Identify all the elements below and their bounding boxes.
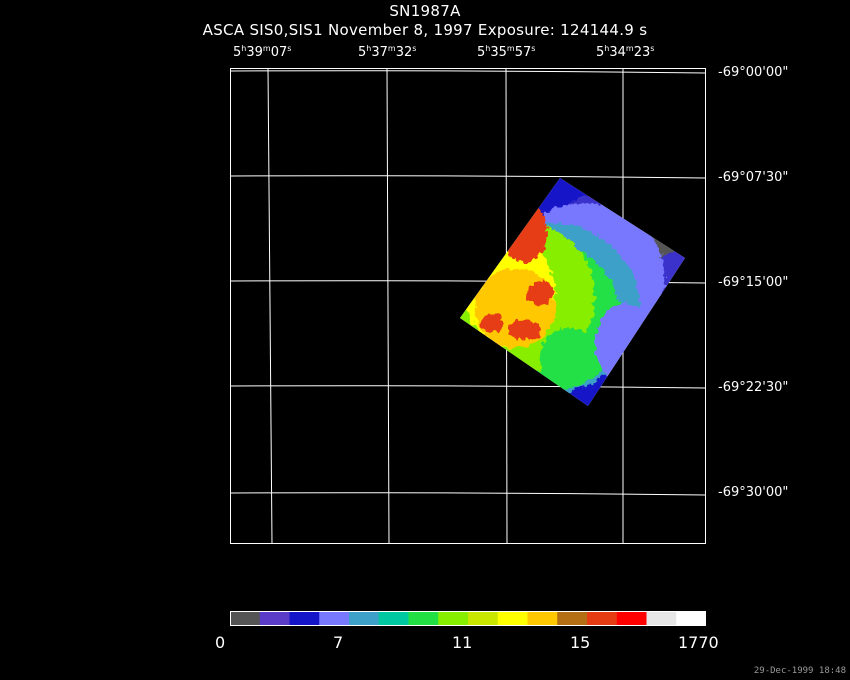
colorbar <box>230 611 706 626</box>
colorbar-cell <box>646 611 677 626</box>
dec-label-2: -69°07'30" <box>718 170 789 185</box>
colorbar-cell <box>527 611 558 626</box>
ra-grid-line-1 <box>267 68 273 544</box>
colorbar-tick-label-2: 7 <box>333 633 344 652</box>
colorbar-tick-label-5: 1770 <box>678 633 719 652</box>
colorbar-cell <box>676 611 706 626</box>
colorbar-cell <box>259 611 290 626</box>
colorbar-cell <box>438 611 469 626</box>
colorbar-border <box>230 611 706 626</box>
ra-label-3: 5h35m57s <box>477 44 536 60</box>
dec-grid-line-2 <box>230 175 706 179</box>
colorbar-cell <box>349 611 380 626</box>
colorbar-cell <box>497 611 528 626</box>
timestamp-footer: 29-Dec-1999 18:48 <box>753 666 846 676</box>
dec-grid-line-5 <box>230 492 706 496</box>
colorbar-cell <box>378 611 409 626</box>
ra-label-4: 5h34m23s <box>596 44 655 60</box>
image-title: SN1987A <box>389 2 461 20</box>
colorbar-cell <box>587 611 618 626</box>
ra-label-1: 5h39m07s <box>233 44 292 60</box>
dec-label-5: -69°30'00" <box>718 485 789 500</box>
colorbar-cell <box>319 611 350 626</box>
dec-label-1: -69°00'00" <box>718 65 789 80</box>
colorbar-cell <box>408 611 439 626</box>
dec-label-4: -69°22'30" <box>718 380 789 395</box>
colorbar-cell <box>289 611 320 626</box>
colorbar-cell <box>230 611 261 626</box>
colorbar-tick-label-3: 11 <box>452 633 473 652</box>
colorbar-cell <box>616 611 647 626</box>
colorbar-tick-label-4: 15 <box>570 633 591 652</box>
ra-label-2: 5h37m32s <box>358 44 417 60</box>
colorbar-tick-label-1: 0 <box>215 633 226 652</box>
dec-label-3: -69°15'00" <box>718 275 789 290</box>
colorbar-cell <box>468 611 499 626</box>
image-subtitle: ASCA SIS0,SIS1 November 8, 1997 Exposure… <box>202 21 648 39</box>
dec-grid-line-1 <box>230 70 706 74</box>
colorbar-cell <box>557 611 588 626</box>
xray-image-frame <box>230 68 706 544</box>
dec-grid-line-4 <box>230 385 706 389</box>
ra-grid-line-2 <box>386 68 390 544</box>
